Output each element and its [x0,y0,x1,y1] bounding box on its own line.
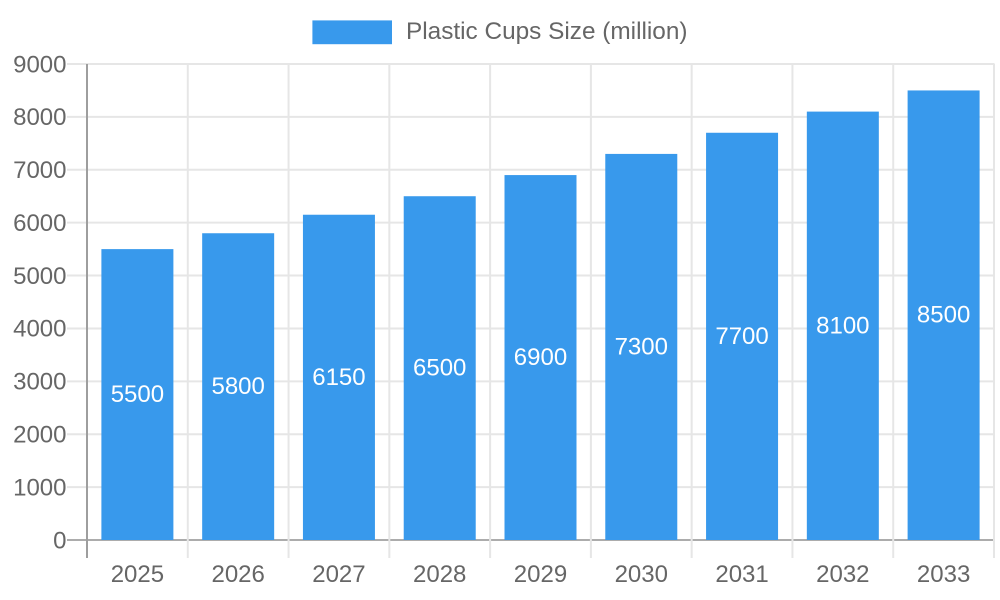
svg-text:2026: 2026 [211,561,264,588]
svg-text:3000: 3000 [13,369,66,396]
svg-text:1000: 1000 [13,474,66,501]
svg-text:6000: 6000 [13,210,66,237]
svg-text:Plastic Cups Size (million): Plastic Cups Size (million) [406,18,688,45]
svg-text:6150: 6150 [312,364,365,391]
svg-text:8000: 8000 [13,104,66,131]
svg-text:6500: 6500 [413,355,466,382]
svg-text:5500: 5500 [111,381,164,408]
svg-text:2000: 2000 [13,422,66,449]
svg-text:2025: 2025 [111,561,164,588]
svg-text:7000: 7000 [13,157,66,184]
svg-text:0: 0 [53,527,66,554]
svg-text:4000: 4000 [13,316,66,343]
svg-text:7700: 7700 [715,323,768,350]
svg-text:2027: 2027 [312,561,365,588]
svg-text:2031: 2031 [715,561,768,588]
svg-text:2030: 2030 [615,561,668,588]
svg-text:2029: 2029 [514,561,567,588]
svg-text:2033: 2033 [917,561,970,588]
svg-text:8100: 8100 [816,312,869,339]
svg-text:2028: 2028 [413,561,466,588]
svg-text:6900: 6900 [514,344,567,371]
svg-text:9000: 9000 [13,51,66,78]
svg-text:5800: 5800 [211,373,264,400]
svg-text:2032: 2032 [816,561,869,588]
svg-text:5000: 5000 [13,263,66,290]
svg-text:8500: 8500 [917,302,970,329]
svg-text:7300: 7300 [615,333,668,360]
